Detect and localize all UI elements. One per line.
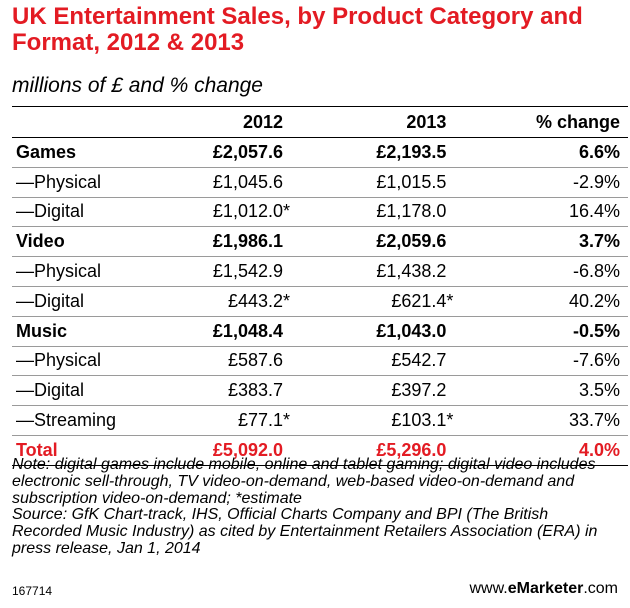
footnote: Note: digital games include mobile, onli…: [12, 456, 616, 558]
table-row: Total £5,092.0 £5,296.0 4.0%: [12, 435, 628, 466]
estimate-marker: *: [446, 410, 454, 431]
value-2013: £621.4*: [293, 286, 457, 317]
row-label: Music: [12, 316, 165, 347]
value-2013: £1,015.5: [293, 167, 457, 198]
note-text: Note: digital games include mobile, onli…: [12, 456, 596, 507]
value-2013: £103.1*: [293, 405, 457, 436]
value-pct-change: 3.5%: [456, 375, 628, 407]
row-label: Total: [12, 435, 165, 466]
value-2012: £1,048.4: [164, 316, 293, 347]
table-row: Games £2,057.6 £2,193.5 6.6%: [12, 137, 628, 168]
header-row: 2012 2013 % change: [12, 106, 628, 138]
value-2012: £77.1*: [164, 405, 293, 436]
value-2012: £2,057.6: [164, 137, 293, 168]
row-label: —Physical: [12, 256, 165, 287]
chart-title: UK Entertainment Sales, by Product Categ…: [12, 3, 583, 56]
sales-table: 2012 2013 % change Games £2,057.6 £2,193.5…: [12, 106, 628, 466]
table-row: —Physical £1,542.9 £1,438.2 -6.8%: [12, 256, 628, 287]
estimate-marker: *: [283, 201, 291, 222]
row-label: —Digital: [12, 375, 165, 407]
value-2013: £2,059.6: [293, 226, 457, 258]
value-2013: £542.7: [293, 346, 457, 377]
chart-subtitle: millions of £ and % change: [12, 74, 263, 97]
value-2012: £1,986.1: [164, 226, 293, 258]
value-2012: £1,045.6: [164, 167, 293, 198]
source-text: Source: GfK Chart-track, IHS, Official C…: [12, 506, 598, 557]
column-header-category: [12, 106, 165, 138]
brand-logo: www.eMarketer.com: [469, 580, 618, 597]
value-2012: £1,542.9: [164, 256, 293, 287]
chart-id: 167714: [12, 584, 53, 598]
column-header-2012: 2012: [164, 106, 293, 138]
column-header-2013: 2013: [293, 106, 457, 138]
row-label: —Digital: [12, 197, 165, 228]
table-row: Music £1,048.4 £1,043.0 -0.5%: [12, 316, 628, 347]
value-2012: £443.2*: [164, 286, 293, 317]
value-2013: £397.2: [293, 375, 457, 407]
row-label: —Physical: [12, 346, 165, 377]
row-label: —Physical: [12, 167, 165, 198]
row-label: Games: [12, 137, 165, 168]
value-pct-change: 33.7%: [456, 405, 628, 436]
row-label: —Streaming: [12, 405, 165, 436]
value-2012: £5,092.0: [164, 435, 293, 466]
table-row: Video £1,986.1 £2,059.6 3.7%: [12, 226, 628, 258]
row-label: —Digital: [12, 286, 165, 317]
value-2012: £587.6: [164, 346, 293, 377]
value-pct-change: 40.2%: [456, 286, 628, 317]
value-2012: £1,012.0*: [164, 197, 293, 228]
value-2013: £1,178.0: [293, 197, 457, 228]
table-row: —Digital £443.2* £621.4* 40.2%: [12, 286, 628, 317]
value-pct-change: 16.4%: [456, 197, 628, 228]
estimate-marker: *: [283, 290, 291, 311]
table-row: —Streaming £77.1* £103.1* 33.7%: [12, 405, 628, 436]
value-pct-change: -7.6%: [456, 346, 628, 377]
value-2013: £1,438.2: [293, 256, 457, 287]
column-header-pct-change: % change: [456, 106, 628, 138]
estimate-marker: *: [446, 290, 454, 311]
value-pct-change: 4.0%: [456, 435, 628, 466]
estimate-marker: *: [283, 410, 291, 431]
table-row: —Physical £587.6 £542.7 -7.6%: [12, 346, 628, 377]
table-row: —Digital £1,012.0* £1,178.0 16.4%: [12, 197, 628, 228]
value-pct-change: 3.7%: [456, 226, 628, 258]
value-pct-change: -2.9%: [456, 167, 628, 198]
value-pct-change: 6.6%: [456, 137, 628, 168]
value-2013: £5,296.0: [293, 435, 457, 466]
value-pct-change: -6.8%: [456, 256, 628, 287]
table-row: —Digital £383.7 £397.2 3.5%: [12, 375, 628, 407]
table-body: Games £2,057.6 £2,193.5 6.6% —Physical £1,045…: [12, 137, 628, 466]
value-pct-change: -0.5%: [456, 316, 628, 347]
value-2012: £383.7: [164, 375, 293, 407]
value-2013: £1,043.0: [293, 316, 457, 347]
table-row: —Physical £1,045.6 £1,015.5 -2.9%: [12, 167, 628, 198]
row-label: Video: [12, 226, 165, 258]
value-2013: £2,193.5: [293, 137, 457, 168]
